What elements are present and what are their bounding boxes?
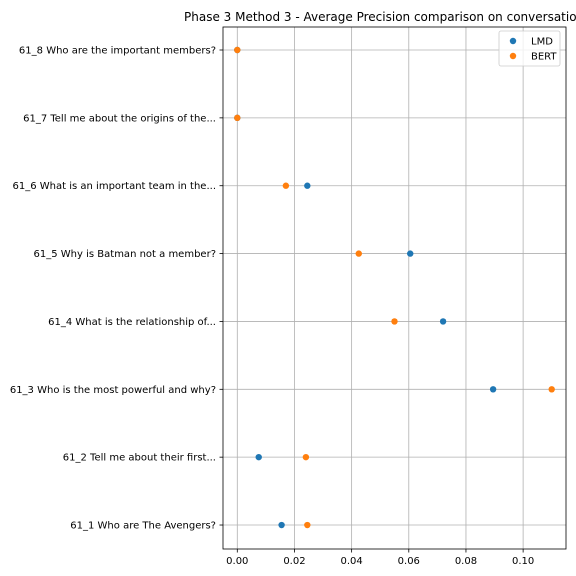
bert-point	[304, 521, 311, 529]
x-tick-label: 0.00	[226, 556, 248, 567]
ticks: 0.00 0.02 0.04 0.06 0.08 0.10 61_1 Who are The…	[10, 46, 534, 568]
x-tick-label: 0.10	[512, 556, 534, 567]
legend-label-bert: BERT	[531, 52, 557, 63]
y-tick-label: 61_1 Who are The Avengers?	[70, 521, 216, 532]
y-tick-label: 61_6 What is an important team in the...	[13, 181, 216, 192]
x-tick-label: 0.04	[340, 556, 362, 567]
x-tick-label: 0.08	[455, 556, 477, 567]
bert-point	[548, 386, 555, 393]
bert-point	[234, 46, 241, 54]
lmd-point	[278, 521, 285, 529]
bert-point	[302, 453, 310, 461]
axes-frame	[222, 26, 567, 550]
y-tick-label: 61_8 Who are the important members?	[19, 46, 216, 57]
y-tick-label: 61_7 Tell me about the origins of the...	[23, 113, 216, 124]
x-tick-label: 0.02	[283, 556, 305, 567]
grid	[223, 27, 566, 549]
lmd-point	[489, 386, 497, 393]
y-tick-label: 61_5 Why is Batman not a member?	[34, 249, 216, 260]
legend-label-lmd: LMD	[531, 37, 553, 48]
bert-point	[355, 250, 362, 257]
lmd-point	[407, 250, 414, 257]
y-tick-label: 61_2 Tell me about their first...	[63, 453, 216, 464]
legend-marker-bert	[509, 52, 517, 60]
axes	[222, 26, 567, 550]
x-tick-label: 0.06	[398, 556, 420, 567]
data-points	[234, 46, 555, 529]
y-tick-label: 61_4 What is the relationship of...	[48, 317, 216, 328]
bert-point	[282, 182, 290, 189]
legend-marker-lmd	[509, 37, 517, 45]
y-tick-label: 61_3 Who is the most powerful and why?	[10, 385, 216, 396]
legend: LMD BERT	[498, 30, 561, 67]
lmd-point	[255, 453, 262, 461]
lmd-point	[304, 182, 311, 189]
bert-point	[391, 318, 398, 325]
chart-title: Phase 3 Method 3 - Average Precision com…	[184, 10, 576, 24]
lmd-point	[439, 318, 447, 325]
bert-point	[234, 114, 241, 122]
